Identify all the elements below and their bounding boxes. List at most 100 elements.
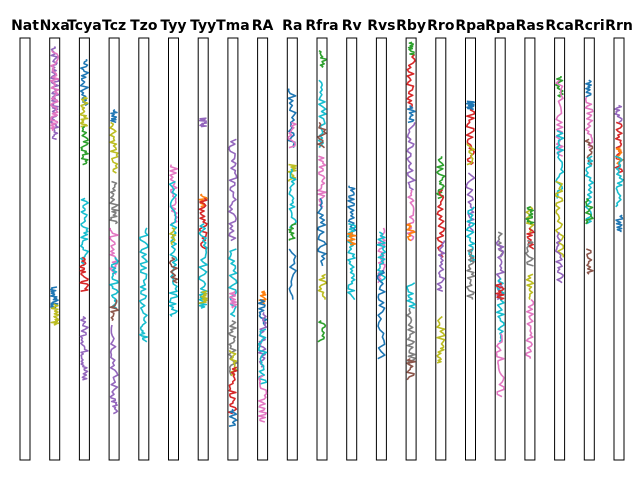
series-line: [318, 50, 327, 68]
series-line: [109, 180, 119, 225]
panel-frame: [197, 37, 209, 461]
series-line: [317, 197, 327, 267]
panel: Rby: [396, 18, 426, 461]
series-line: [376, 269, 386, 360]
panel: Tcz: [102, 18, 126, 461]
series-line: [257, 298, 268, 326]
panel-title: Tcya: [67, 18, 102, 34]
series-line: [288, 222, 297, 241]
series-line: [465, 172, 476, 233]
series-line: [317, 320, 327, 343]
series-line: [525, 299, 535, 359]
panel-title: Rpa: [455, 18, 485, 34]
series-line: [198, 290, 208, 304]
panel: Nat: [11, 18, 39, 461]
series-line: [615, 214, 624, 233]
series-line: [257, 374, 268, 423]
series-line: [168, 180, 179, 318]
panel: Rpa: [485, 18, 515, 461]
series-line: [586, 248, 594, 275]
panel-title: Rca: [545, 18, 574, 34]
panel: Rcri: [574, 18, 605, 461]
series-line: [555, 130, 565, 199]
series-line: [229, 290, 238, 309]
series-line: [109, 299, 119, 322]
panel: Tzo: [130, 18, 158, 461]
series-line: [80, 197, 89, 267]
panel-frame: [257, 37, 269, 461]
series-line: [317, 155, 327, 208]
panel-title: Rro: [427, 18, 455, 34]
series-line: [436, 240, 446, 292]
series-line: [79, 96, 89, 128]
series-line: [406, 282, 416, 309]
series-line: [198, 223, 208, 309]
panel: Tma: [216, 18, 250, 461]
panel-title: Tcz: [102, 18, 126, 34]
series-line: [406, 105, 416, 124]
panel-frame: [405, 37, 417, 461]
series-line: [110, 109, 118, 124]
panel-frame: [524, 37, 536, 461]
series-line: [465, 100, 476, 111]
series-line: [554, 231, 565, 284]
panel-frame: [465, 37, 476, 461]
series-line: [228, 366, 238, 415]
series-line: [554, 180, 565, 258]
series-line: [347, 222, 357, 301]
series-line: [109, 256, 119, 309]
panel-title: Nxa: [40, 18, 70, 34]
panel-frame: [78, 37, 90, 461]
panel-title: Rfra: [305, 18, 338, 34]
series-line: [466, 143, 476, 166]
series-line: [406, 357, 416, 381]
series-line: [614, 104, 623, 124]
panel-title: Rcri: [574, 18, 605, 34]
series-line: [347, 185, 357, 233]
series-line: [554, 75, 564, 98]
series-line: [406, 307, 416, 368]
panel: Rvs: [367, 18, 396, 461]
series-line: [347, 232, 357, 246]
panel: RA: [252, 18, 274, 461]
panel: Rpa: [455, 18, 486, 461]
panel-title: Rpa: [485, 18, 515, 34]
panel: Rca: [545, 18, 574, 461]
panel-title: Ras: [516, 18, 545, 34]
panel-title: Tma: [216, 18, 250, 34]
series-line: [584, 138, 594, 166]
series-line: [584, 155, 595, 225]
panel-frame: [227, 37, 239, 461]
panel-title: Ra: [282, 18, 302, 34]
series-line: [317, 121, 327, 149]
panel-frame: [554, 37, 566, 461]
series-line: [169, 227, 177, 246]
series-line: [79, 256, 90, 292]
series-line: [80, 125, 89, 166]
series-line: [436, 315, 446, 364]
series-line: [49, 286, 59, 309]
series-line: [228, 319, 238, 376]
series-line: [257, 312, 268, 368]
series-line: [407, 41, 415, 56]
panel-frame: [583, 37, 595, 461]
series-line: [406, 122, 416, 191]
panel: Nxa: [40, 18, 70, 461]
panel: Ras: [516, 18, 545, 461]
series-line: [79, 315, 89, 381]
series-line: [228, 138, 238, 242]
series-line: [50, 46, 60, 141]
series-line: [288, 248, 297, 300]
panel: Rro: [427, 18, 455, 461]
series-line: [406, 54, 416, 110]
series-line: [287, 121, 297, 149]
series-line: [50, 303, 60, 326]
panel-title: Tzo: [130, 18, 158, 34]
panel: Rfra: [305, 18, 339, 461]
series-line: [614, 155, 624, 208]
panel-frame: [286, 37, 298, 461]
series-line: [288, 168, 298, 229]
series-line: [584, 197, 594, 225]
panel-title: Tyy: [160, 18, 186, 34]
panel-frame: [613, 37, 625, 461]
